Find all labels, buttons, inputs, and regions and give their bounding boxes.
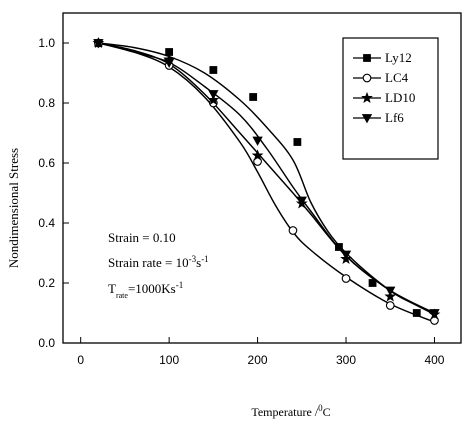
y-tick-label: 1.0 [38, 36, 55, 50]
legend-marker-lc4 [362, 73, 372, 83]
data-point-ld10 [207, 93, 220, 105]
data-point-ly12 [209, 66, 218, 74]
x-tick-label: 300 [336, 353, 356, 367]
annotation-strain-rate-suffix: s [196, 255, 201, 270]
data-point-lf6 [340, 250, 352, 260]
annotation-strain-rate-super: -3 [189, 254, 197, 264]
data-point-ld10 [384, 290, 397, 302]
y-tick-label: 0.0 [38, 336, 55, 350]
data-point-ld10 [251, 149, 264, 161]
tick-layer: 0 100 200 300 400 0.0 0.2 0.4 0.6 0.8 1.0 [38, 36, 444, 367]
y-axis-label: Nondimensional Stress [6, 148, 21, 268]
legend-label-lf6: Lf6 [385, 110, 404, 125]
legend-marker-ly12 [363, 54, 371, 62]
x-tick-label: 100 [159, 353, 179, 367]
marker-layer [92, 36, 441, 325]
legend-layer: Ly12 LC4 LD10 Lf6 [342, 37, 439, 160]
x-axis-label-suffix: C [323, 405, 331, 419]
data-point-lf6 [385, 286, 396, 296]
data-point-lc4 [341, 274, 351, 283]
legend-marker-lf6 [361, 114, 373, 124]
legend-label-lc4: LC4 [385, 70, 409, 85]
legend-marker-ld10 [361, 91, 373, 103]
annotation-t-rate: Trate=1000Ks-1 [108, 280, 183, 300]
data-point-lc4 [288, 226, 298, 235]
data-point-lf6 [93, 39, 104, 49]
annotation-strain-rate-suffix-super: -1 [201, 254, 209, 264]
plot-frame [62, 12, 462, 344]
data-point-lc4 [385, 301, 395, 310]
x-tick-label: 0 [77, 353, 84, 367]
data-point-ly12 [293, 138, 302, 146]
annotation-strain-rate-base: Strain rate = 10 [108, 255, 189, 270]
x-axis-label-super: 0 [318, 403, 323, 413]
annotation-t-rate-base: T [108, 281, 116, 296]
annotation-t-rate-sub: rate [116, 291, 128, 300]
x-axis-label-main: Temperature / [251, 405, 318, 419]
annotation-t-rate-value-super: -1 [176, 280, 184, 290]
data-point-lf6 [208, 90, 219, 100]
data-point-lf6 [252, 136, 263, 146]
legend-label-ld10: LD10 [385, 90, 415, 105]
annotation-t-rate-value: =1000Ks [128, 281, 176, 296]
x-tick-label: 200 [248, 353, 268, 367]
data-point-ly12 [412, 309, 421, 317]
y-tick-label: 0.8 [38, 96, 55, 110]
y-tick-label: 0.2 [38, 276, 55, 290]
y-tick-label: 0.4 [38, 216, 55, 230]
series-curve-lf6 [97, 42, 436, 314]
data-point-ly12 [249, 93, 258, 101]
y-tick-label: 0.6 [38, 156, 55, 170]
x-tick-label: 400 [424, 353, 444, 367]
data-point-ly12 [368, 279, 377, 287]
data-point-lf6 [429, 309, 440, 319]
annotation-strain: Strain = 0.10 [108, 230, 176, 245]
legend-label-ly12: Ly12 [385, 50, 412, 65]
data-point-ly12 [335, 243, 343, 251]
annotation-strain-rate: Strain rate = 10-3s-1 [108, 254, 209, 270]
data-point-lf6 [296, 196, 307, 206]
data-point-lf6 [163, 58, 175, 68]
x-axis-label: Temperature /0C [251, 403, 330, 419]
